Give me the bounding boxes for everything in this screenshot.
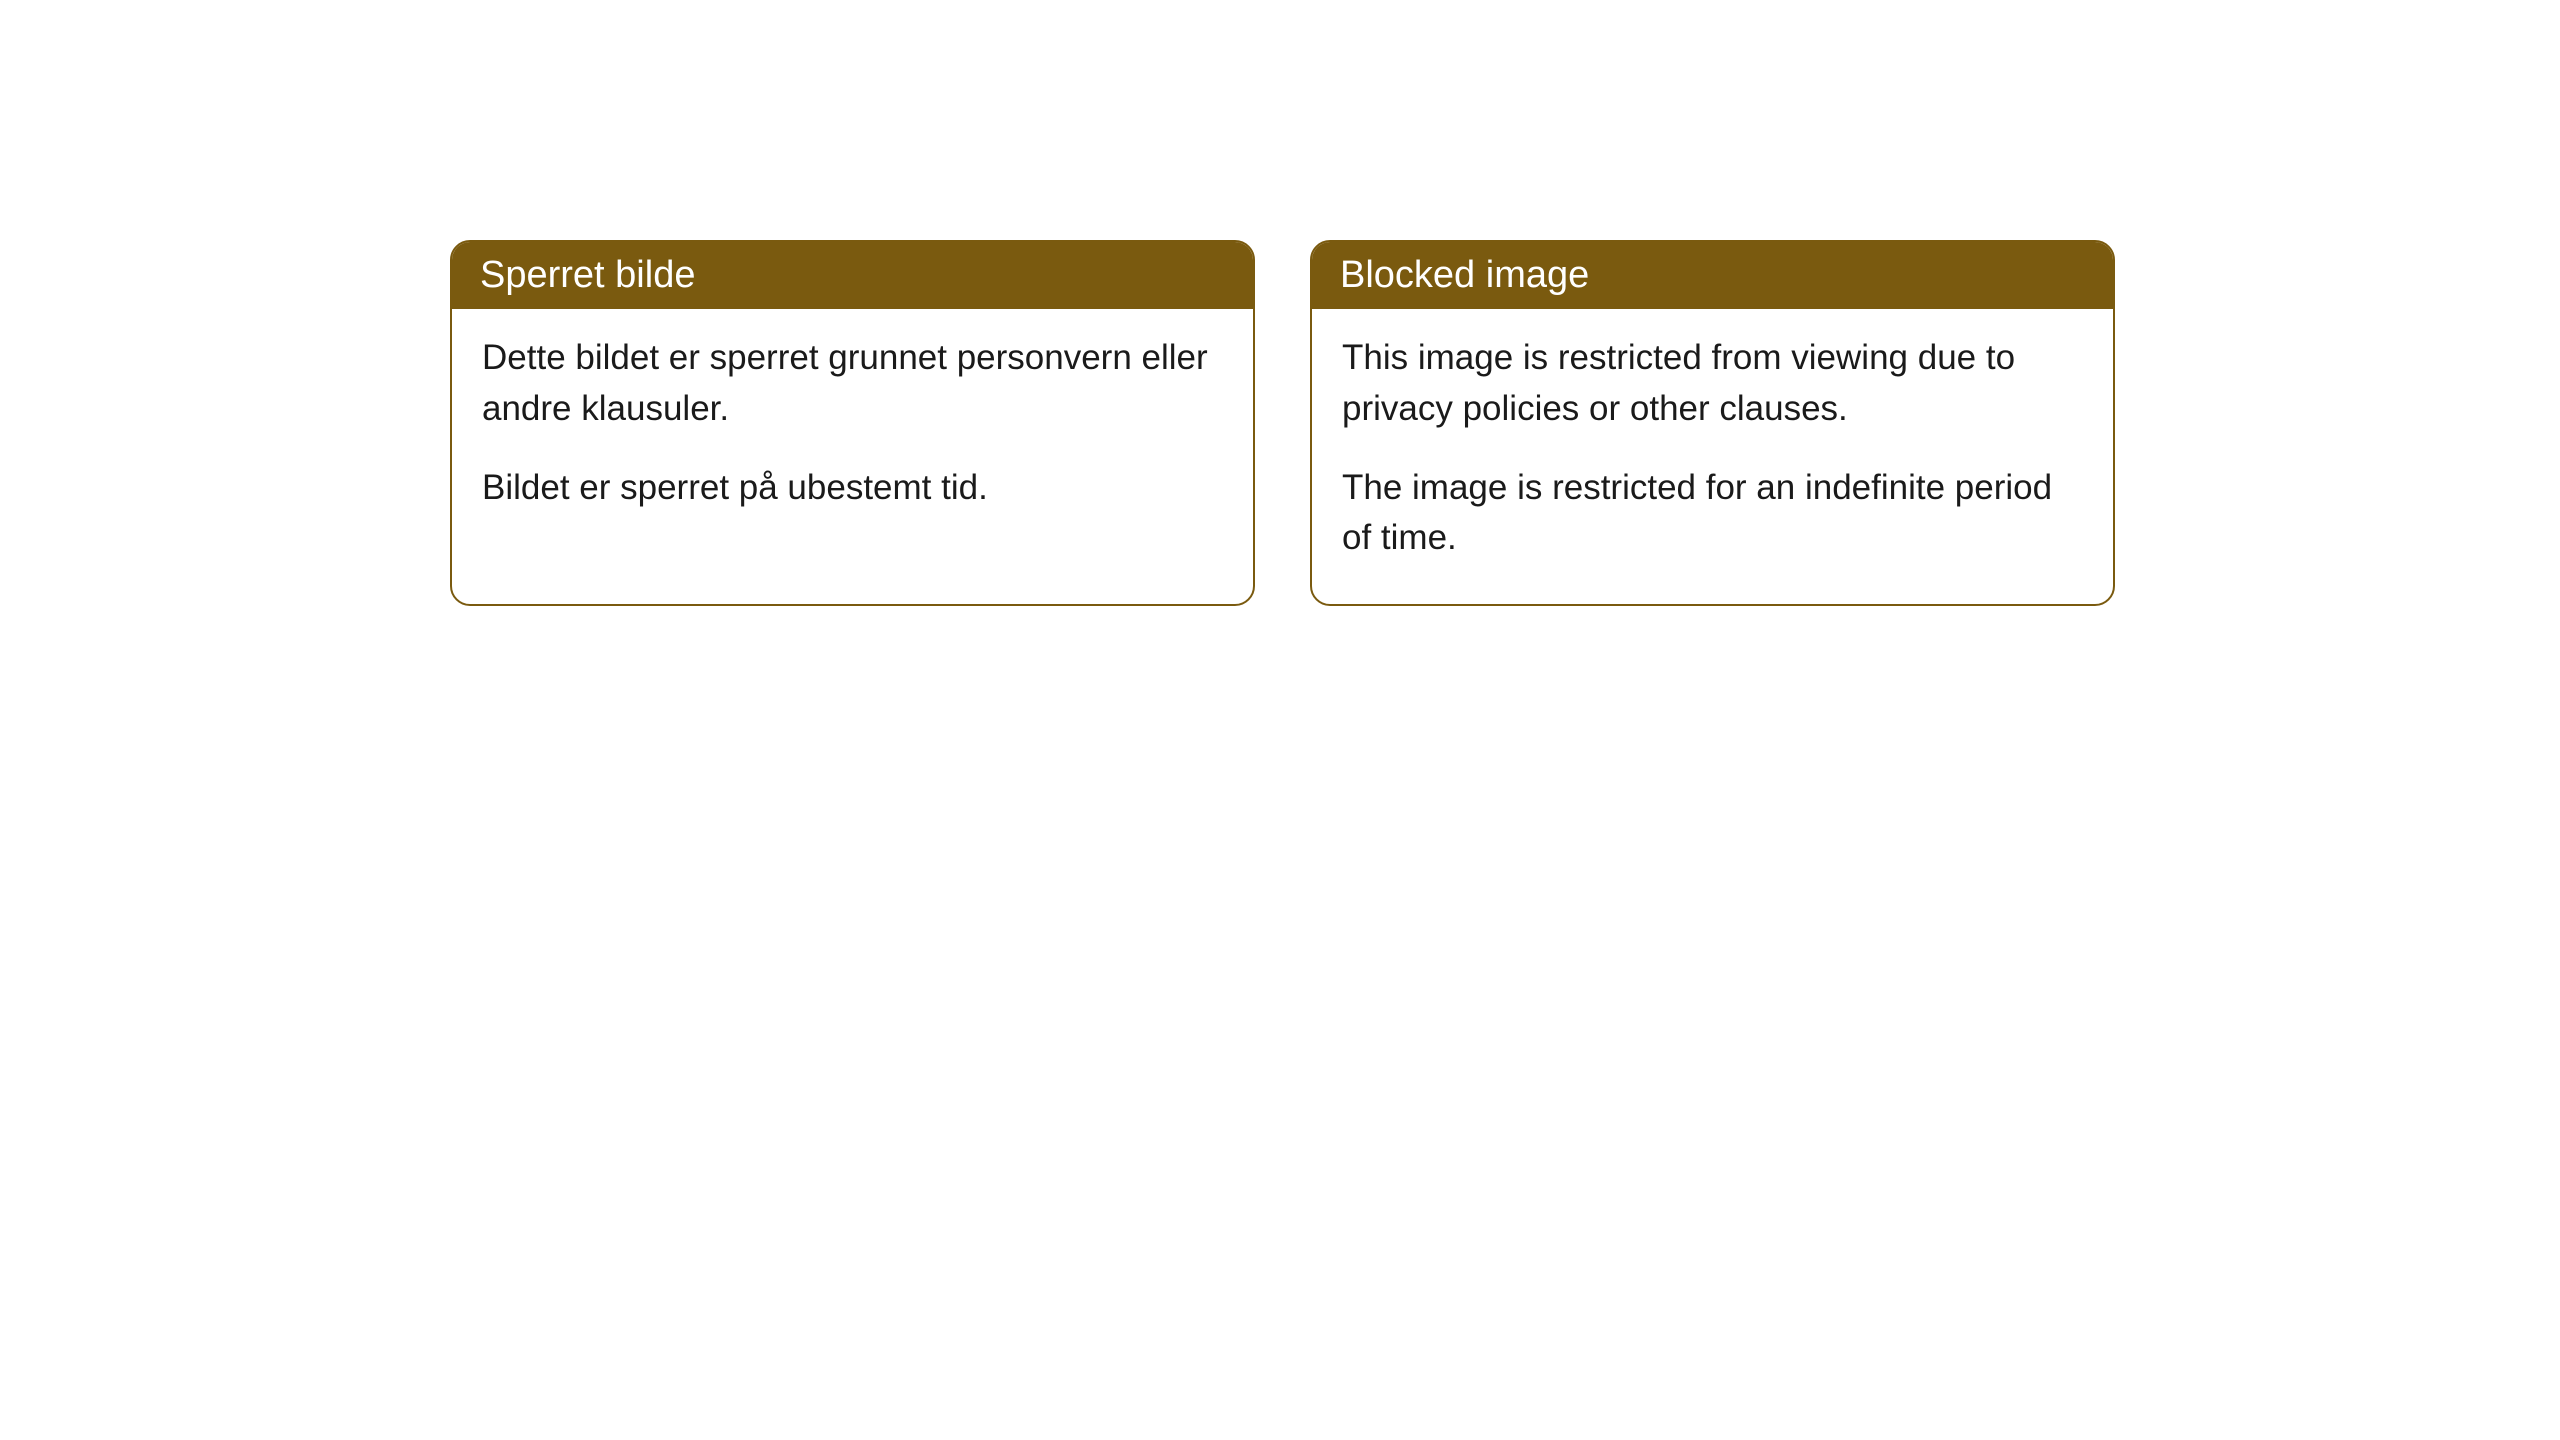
card-text-norwegian-1: Dette bildet er sperret grunnet personve…	[482, 333, 1223, 435]
card-header-english: Blocked image	[1312, 242, 2113, 309]
notice-cards-container: Sperret bilde Dette bildet er sperret gr…	[450, 240, 2115, 606]
card-body-norwegian: Dette bildet er sperret grunnet personve…	[452, 309, 1253, 553]
card-title-english: Blocked image	[1340, 254, 1589, 296]
card-body-english: This image is restricted from viewing du…	[1312, 309, 2113, 604]
card-text-english-1: This image is restricted from viewing du…	[1342, 333, 2083, 435]
card-text-norwegian-2: Bildet er sperret på ubestemt tid.	[482, 463, 1223, 514]
blocked-image-card-english: Blocked image This image is restricted f…	[1310, 240, 2115, 606]
card-title-norwegian: Sperret bilde	[480, 254, 695, 296]
card-text-english-2: The image is restricted for an indefinit…	[1342, 463, 2083, 565]
card-header-norwegian: Sperret bilde	[452, 242, 1253, 309]
blocked-image-card-norwegian: Sperret bilde Dette bildet er sperret gr…	[450, 240, 1255, 606]
